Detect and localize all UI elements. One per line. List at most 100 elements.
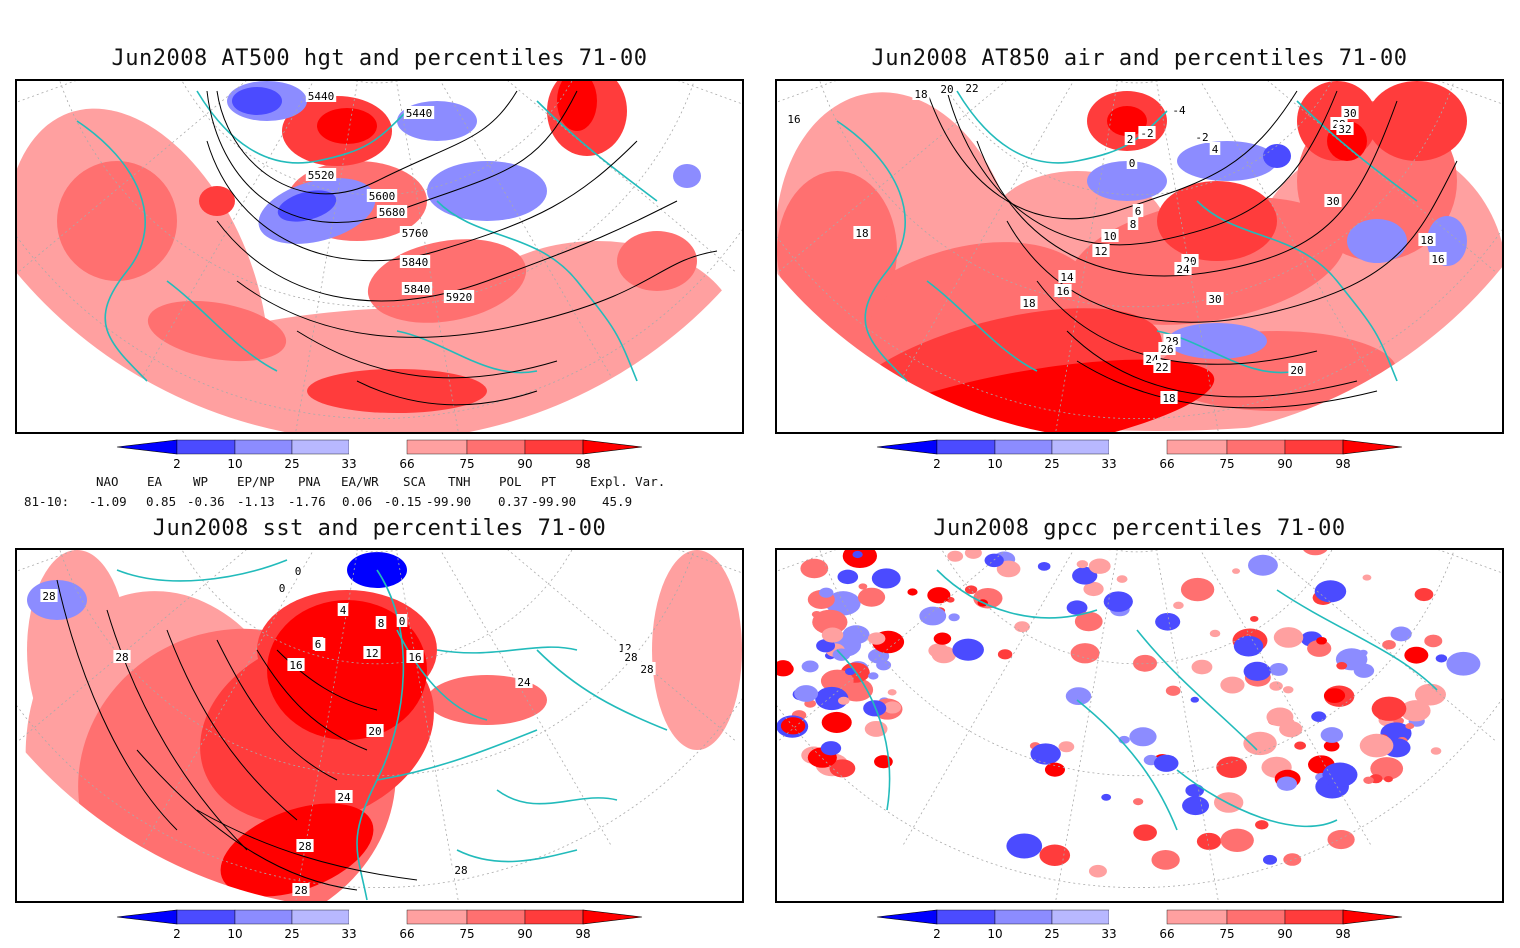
- precip-percentile-cell: [1244, 662, 1271, 681]
- contour-label: 24: [1176, 263, 1190, 276]
- contour-label: 24: [337, 791, 351, 804]
- precip-percentile-cell: [1446, 652, 1480, 676]
- index-header: EA/WR: [341, 474, 379, 489]
- colorbar-tick-label: 66: [1159, 927, 1174, 941]
- precip-percentile-cell: [907, 588, 917, 595]
- index-header: POL: [499, 474, 522, 489]
- contour-label: 28: [115, 651, 128, 664]
- precip-percentile-cell: [868, 672, 878, 679]
- precip-percentile-cell: [1216, 757, 1247, 778]
- colorbar-tick-label: 25: [284, 927, 299, 941]
- precip-percentile-cell: [1185, 784, 1204, 797]
- colorbar-tick-label: 75: [1219, 927, 1234, 941]
- anomaly-below-25: [1177, 141, 1277, 181]
- colorbar-segment: [407, 440, 467, 454]
- contour-label: 28: [294, 884, 307, 897]
- colorbar-segment: [525, 910, 583, 924]
- precip-percentile-cell: [1283, 686, 1294, 693]
- colorbar-tick-label: 25: [284, 457, 299, 471]
- precip-percentile-cell: [819, 588, 833, 598]
- colorbar-segment: [467, 440, 525, 454]
- contour-label: 5600: [369, 190, 396, 203]
- precip-percentile-cell: [794, 685, 818, 702]
- precip-percentile-cell: [1248, 555, 1278, 576]
- anomaly-below-25: [1347, 219, 1407, 263]
- precip-percentile-cell: [800, 559, 828, 578]
- precip-percentile-cell: [1151, 850, 1179, 870]
- contour-label: 18: [914, 88, 927, 101]
- precip-percentile-cell: [1382, 640, 1396, 650]
- precip-percentile-cell: [1336, 662, 1347, 670]
- precip-percentile-cell: [934, 633, 951, 645]
- precip-percentile-cell: [1014, 621, 1030, 632]
- precip-percentile-cell: [1243, 732, 1276, 755]
- precip-percentile-cell: [947, 551, 963, 562]
- anomaly-above-90: [1367, 81, 1467, 161]
- precip-percentile-cell: [1283, 853, 1301, 866]
- precip-percentile-cell: [1077, 560, 1088, 568]
- precip-percentile-cell: [1391, 627, 1412, 642]
- precip-percentile-cell: [821, 741, 841, 755]
- contour-label: 2: [1127, 133, 1134, 146]
- precip-percentile-cell: [927, 587, 950, 603]
- indices-table: NAO EA WP EP/NP PNA EA/WR SCA TNH POL PT…: [0, 474, 740, 514]
- contour-label: 16: [289, 659, 302, 672]
- contour-label: 0: [279, 582, 286, 595]
- precip-percentile-cell: [1316, 637, 1327, 645]
- precip-percentile-cell: [1214, 792, 1243, 813]
- precip-percentile-cell: [1360, 734, 1394, 758]
- precip-percentile-cell: [1039, 845, 1070, 866]
- precip-percentile-cell: [1327, 830, 1354, 849]
- index-value: 0.85: [146, 494, 176, 509]
- index-value: -99.90: [531, 494, 576, 509]
- anomaly-above-90: [307, 369, 487, 413]
- precip-percentile-cell: [1232, 568, 1240, 574]
- contour-label: 28: [640, 663, 653, 676]
- precip-percentile-cell: [1154, 755, 1179, 772]
- contour-label: 5680: [379, 206, 406, 219]
- colorbar-tick-label: 75: [459, 457, 474, 471]
- contour-label: 4: [1212, 143, 1219, 156]
- precip-percentile-cell: [872, 568, 901, 588]
- anomaly-below-25: [427, 161, 547, 221]
- precip-percentile-cell: [1415, 684, 1446, 706]
- contour-label: 20: [940, 83, 953, 96]
- precip-percentile-cell: [1038, 562, 1051, 571]
- colorbar-tick-label: 98: [1335, 457, 1350, 471]
- contour-label: 16: [408, 651, 421, 664]
- contour-label: 26: [1160, 343, 1173, 356]
- contour-label: 8: [1130, 218, 1137, 231]
- contour-label: 6: [315, 638, 322, 651]
- precip-percentile-cell: [1133, 798, 1143, 805]
- colorbar-tick-label: 98: [1335, 927, 1350, 941]
- anomaly-above-90: [199, 186, 235, 216]
- colorbar-segment: [1343, 910, 1402, 924]
- precip-percentile-cell: [1277, 777, 1297, 791]
- colorbar-tick-label: 10: [227, 457, 242, 471]
- precip-percentile-cell: [1269, 681, 1282, 690]
- precip-percentile-cell: [1315, 580, 1347, 602]
- colorbar-tick-label: 66: [1159, 457, 1174, 471]
- contour-label: 16: [1431, 253, 1444, 266]
- colorbar-segment: [583, 440, 642, 454]
- colorbar-tick-label: 25: [1044, 927, 1059, 941]
- precip-percentile-cell: [1166, 686, 1181, 696]
- colorbar-tick-label: 10: [987, 927, 1002, 941]
- contour-label: 10: [1103, 230, 1116, 243]
- contour-label: 14: [1060, 271, 1074, 284]
- colorbar-segment: [1285, 910, 1343, 924]
- index-value: 0.06: [342, 494, 372, 509]
- colorbar-segment: [877, 440, 937, 454]
- precip-percentile-cell: [1133, 655, 1157, 672]
- contour-label: 5840: [404, 283, 431, 296]
- precip-percentile-cell: [1415, 588, 1434, 601]
- index-header: TNH: [448, 474, 471, 489]
- precip-percentile-cell: [838, 697, 849, 705]
- colorbar-neutral: [1109, 440, 1167, 454]
- contour-label: 28: [298, 840, 311, 853]
- colorbar-segment: [583, 910, 642, 924]
- precip-percentile-cell: [1210, 630, 1221, 637]
- precip-percentile-cell: [998, 649, 1012, 659]
- precip-percentile-cell: [1059, 741, 1075, 752]
